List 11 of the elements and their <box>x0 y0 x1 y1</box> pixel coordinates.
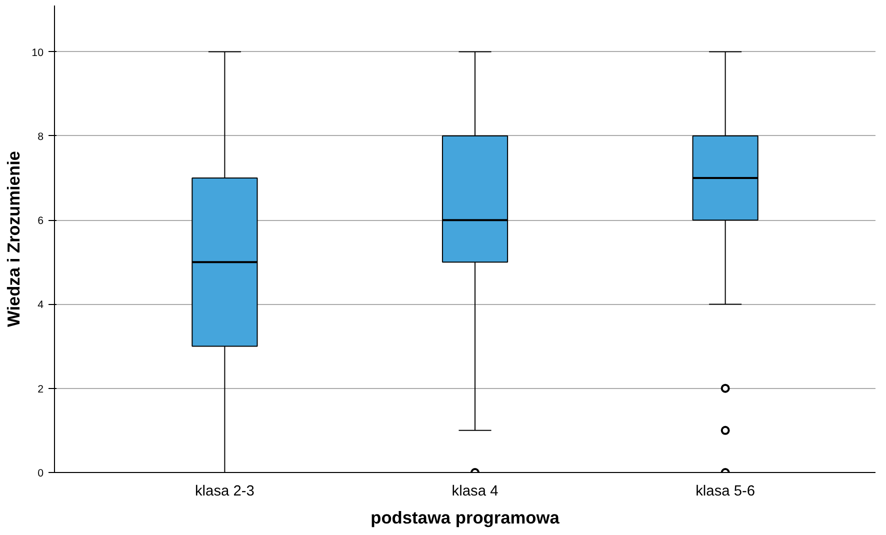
x-tick-label: klasa 2-3 <box>194 484 254 500</box>
y-tick-label: 2 <box>38 383 44 396</box>
y-tick-label: 6 <box>38 215 44 228</box>
x-axis-title: podstawa programowa <box>370 508 560 528</box>
y-axis-title: Wiedza i Zrozumienie <box>4 150 24 328</box>
y-tick-label: 0 <box>38 468 44 480</box>
y-tick-label: 10 <box>32 46 44 59</box>
y-tick-label: 4 <box>38 299 44 312</box>
x-tick-label: klasa 4 <box>452 484 498 500</box>
y-tick-label: 8 <box>38 130 44 143</box>
x-tick-label: klasa 5-6 <box>696 484 756 500</box>
